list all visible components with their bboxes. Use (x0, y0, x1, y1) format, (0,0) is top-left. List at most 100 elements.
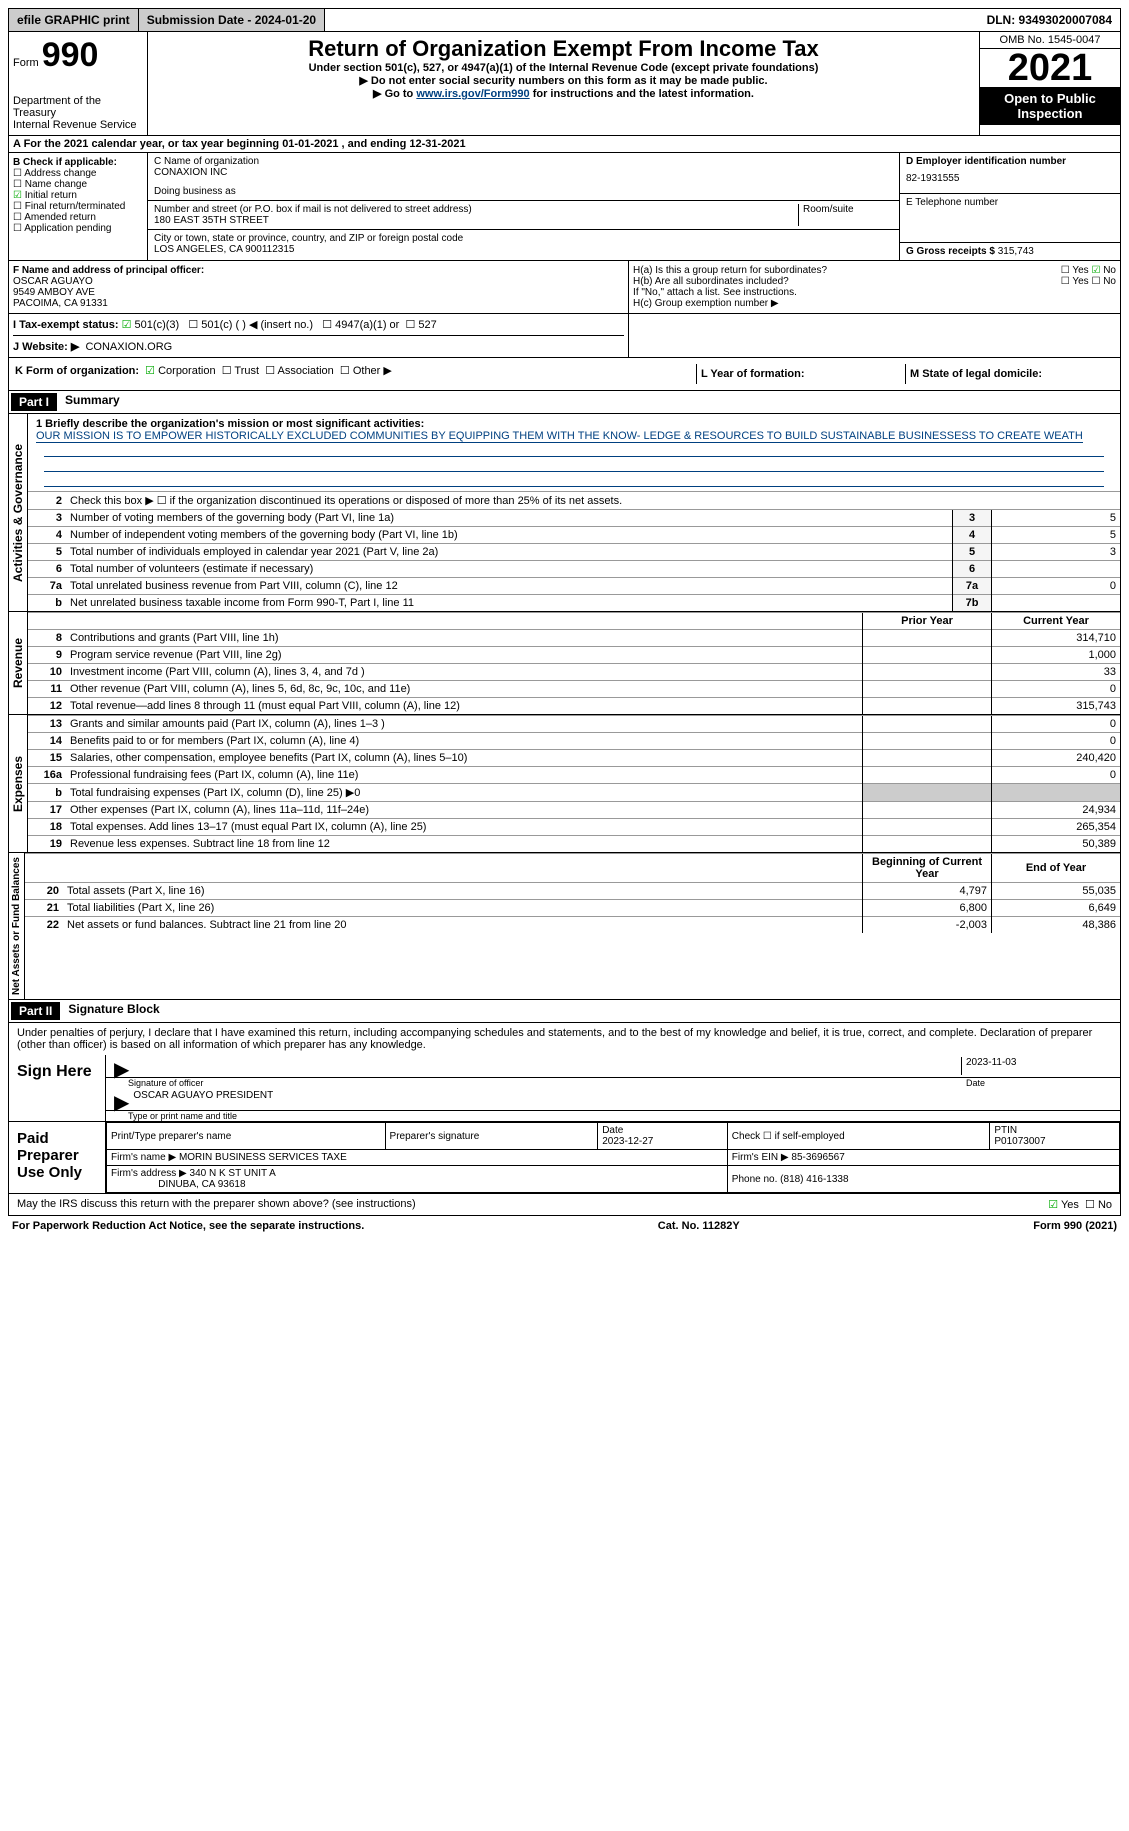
declaration-text: Under penalties of perjury, I declare th… (9, 1023, 1120, 1055)
ha-yes[interactable]: Yes (1061, 265, 1089, 276)
gross-receipts: 315,743 (998, 246, 1034, 257)
chk-initial-return[interactable]: Initial return (13, 190, 143, 201)
row-j: J Website: ▶ CONAXION.ORG (13, 335, 624, 353)
hc-label: H(c) Group exemption number ▶ (633, 298, 1116, 309)
gross-label: G Gross receipts $ (906, 246, 995, 257)
mission-text: OUR MISSION IS TO EMPOWER HISTORICALLY E… (36, 430, 1083, 443)
part1-header: Part I (11, 393, 57, 411)
chk-501c[interactable]: 501(c) ( ) ◀ (insert no.) (188, 319, 313, 331)
col-b-title: B Check if applicable: (13, 157, 143, 168)
dln: DLN: 93493020007084 (979, 9, 1120, 31)
section-bcd: B Check if applicable: Address change Na… (8, 153, 1121, 261)
hb-yes[interactable]: Yes (1061, 276, 1089, 287)
print-name-label: Type or print name and title (106, 1111, 1120, 1121)
irs-link[interactable]: www.irs.gov/Form990 (416, 88, 529, 100)
side-expenses: Expenses (9, 715, 28, 852)
col-h: H(a) Is this a group return for subordin… (629, 261, 1120, 313)
addr: 180 EAST 35TH STREET (154, 215, 798, 226)
part2-title: Signature Block (60, 1002, 159, 1020)
irs-label: Internal Revenue Service (13, 119, 143, 131)
chk-application-pending[interactable]: Application pending (13, 223, 143, 234)
discuss-no[interactable]: No (1085, 1198, 1112, 1211)
ein: 82-1931555 (906, 167, 1114, 190)
hb-note: If "No," attach a list. See instructions… (633, 287, 1116, 298)
org-name-label: C Name of organization (154, 156, 893, 167)
chk-final-return[interactable]: Final return/terminated (13, 201, 143, 212)
subtitle-3: Go to www.irs.gov/Form990 for instructio… (152, 87, 975, 100)
addr-label: Number and street (or P.O. box if mail i… (154, 204, 798, 215)
form-number: 990 (42, 36, 99, 74)
chk-4947[interactable]: 4947(a)(1) or (322, 319, 399, 331)
footer-left: For Paperwork Reduction Act Notice, see … (12, 1220, 364, 1232)
page-footer: For Paperwork Reduction Act Notice, see … (8, 1216, 1121, 1236)
side-revenue: Revenue (9, 612, 28, 714)
col-f-officer: F Name and address of principal officer:… (9, 261, 629, 313)
chk-amended-return[interactable]: Amended return (13, 212, 143, 223)
nafb-table: Beginning of Current YearEnd of Year 20T… (25, 853, 1120, 933)
submission-date: Submission Date - 2024-01-20 (139, 9, 325, 31)
sig-officer-label: Signature of officer (110, 1078, 966, 1088)
chk-name-change[interactable]: Name change (13, 179, 143, 190)
chk-address-change[interactable]: Address change (13, 168, 143, 179)
line1-label: 1 Briefly describe the organization's mi… (36, 418, 424, 430)
chk-other[interactable]: Other ▶ (340, 365, 392, 377)
col-b-checkboxes: B Check if applicable: Address change Na… (9, 153, 148, 260)
sig-date: 2023-11-03 (961, 1057, 1116, 1075)
discuss-yes[interactable]: Yes (1048, 1198, 1079, 1211)
part2-header: Part II (11, 1002, 60, 1020)
row-i: I Tax-exempt status: 501(c)(3) 501(c) ( … (13, 318, 624, 331)
ha-no[interactable]: No (1091, 265, 1116, 276)
chk-association[interactable]: Association (265, 365, 334, 377)
phone-label: E Telephone number (906, 197, 1114, 208)
city-label: City or town, state or province, country… (154, 233, 893, 244)
officer-name: OSCAR AGUAYO (13, 276, 624, 287)
tax-year: 2021 (980, 49, 1120, 87)
officer-addr2: PACOIMA, CA 91331 (13, 298, 624, 309)
chk-corporation[interactable]: Corporation (145, 365, 215, 377)
efile-button[interactable]: efile GRAPHIC print (9, 9, 139, 31)
signature-block: Under penalties of perjury, I declare th… (8, 1023, 1121, 1216)
preparer-table: Print/Type preparer's name Preparer's si… (106, 1122, 1120, 1193)
dba-label: Doing business as (154, 186, 893, 197)
expenses-table: 13Grants and similar amounts paid (Part … (28, 715, 1120, 852)
officer-print-name: OSCAR AGUAYO PRESIDENT (133, 1090, 273, 1108)
inspection-badge: Open to Public Inspection (980, 87, 1120, 125)
subtitle-1: Under section 501(c), 527, or 4947(a)(1)… (152, 62, 975, 74)
col-m: M State of legal domicile: (905, 364, 1114, 384)
room-suite-label: Room/suite (798, 204, 893, 226)
city: LOS ANGELES, CA 900112315 (154, 244, 893, 255)
hb-no[interactable]: No (1091, 276, 1116, 287)
website: CONAXION.ORG (85, 341, 172, 353)
dept-treasury: Department of the Treasury (13, 95, 143, 119)
ein-label: D Employer identification number (906, 156, 1114, 167)
chk-501c3[interactable]: 501(c)(3) (122, 319, 180, 331)
form-title: Return of Organization Exempt From Incom… (152, 36, 975, 62)
discuss-question: May the IRS discuss this return with the… (17, 1198, 1048, 1211)
ha-label: H(a) Is this a group return for subordin… (633, 265, 1061, 276)
form-label: Form (13, 57, 39, 69)
sig-date-label: Date (966, 1078, 1116, 1088)
section-ij: I Tax-exempt status: 501(c)(3) 501(c) ( … (8, 314, 1121, 358)
row-k: K Form of organization: Corporation Trus… (15, 364, 696, 384)
paid-preparer-label: Paid Preparer Use Only (9, 1122, 105, 1193)
side-activities-governance: Activities & Governance (9, 414, 28, 611)
col-c-org-info: C Name of organization CONAXION INC Doin… (148, 153, 899, 260)
footer-mid: Cat. No. 11282Y (658, 1220, 740, 1232)
subtitle-2: Do not enter social security numbers on … (152, 74, 975, 87)
hb-label: H(b) Are all subordinates included? (633, 276, 1061, 287)
row-a-tax-year: A For the 2021 calendar year, or tax yea… (8, 136, 1121, 153)
chk-trust[interactable]: Trust (222, 365, 259, 377)
sign-here-label: Sign Here (9, 1055, 105, 1121)
org-name: CONAXION INC (154, 167, 893, 178)
col-d: D Employer identification number 82-1931… (899, 153, 1120, 260)
side-nafb: Net Assets or Fund Balances (9, 853, 25, 999)
col-l: L Year of formation: (696, 364, 905, 384)
revenue-table: Prior YearCurrent Year 8Contributions an… (28, 612, 1120, 714)
top-bar: efile GRAPHIC print Submission Date - 20… (8, 8, 1121, 32)
chk-527[interactable]: 527 (405, 319, 436, 331)
part1-title: Summary (57, 393, 120, 411)
footer-right: Form 990 (2021) (1033, 1220, 1117, 1232)
officer-addr1: 9549 AMBOY AVE (13, 287, 624, 298)
governance-table: 2Check this box ▶ ☐ if the organization … (28, 491, 1120, 611)
section-fh: F Name and address of principal officer:… (8, 261, 1121, 314)
